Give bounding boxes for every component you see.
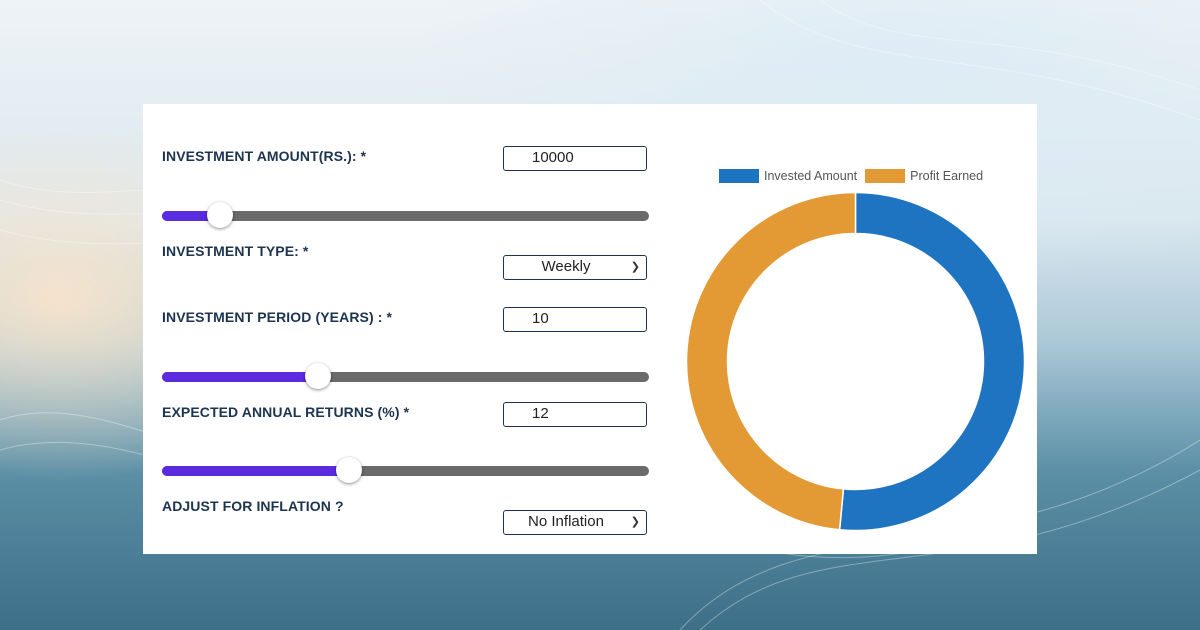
donut-chart: [685, 191, 1026, 532]
expected-returns-slider[interactable]: [162, 457, 649, 483]
slider-thumb[interactable]: [336, 457, 363, 483]
chevron-down-icon: ❯: [630, 261, 640, 273]
slider-fill: [162, 372, 318, 382]
investment-type-value: Weekly: [541, 258, 591, 275]
donut-slice-invested[interactable]: [838, 191, 1026, 532]
inflation-label: ADJUST FOR INFLATION ?: [162, 498, 344, 514]
calculator-card: INVESTMENT AMOUNT(RS.): * 10000 INVESTME…: [143, 104, 1037, 554]
legend-item-invested[interactable]: Invested Amount: [719, 169, 857, 183]
investment-amount-slider[interactable]: [162, 202, 649, 228]
donut-slice-profit[interactable]: [685, 191, 857, 531]
investment-period-label: INVESTMENT PERIOD (YEARS) : *: [162, 309, 393, 325]
expected-returns-input[interactable]: 12: [503, 402, 647, 427]
slider-thumb[interactable]: [207, 202, 234, 228]
investment-type-label: INVESTMENT TYPE: *: [162, 243, 309, 259]
inflation-select[interactable]: No Inflation ❯: [503, 510, 647, 535]
legend-label-profit: Profit Earned: [910, 169, 984, 183]
slider-fill: [162, 211, 221, 221]
inflation-value: No Inflation: [528, 513, 604, 530]
legend-item-profit[interactable]: Profit Earned: [865, 169, 983, 183]
legend-swatch-invested: [719, 169, 759, 183]
legend-swatch-profit: [865, 169, 906, 183]
slider-thumb[interactable]: [304, 363, 331, 389]
investment-period-slider[interactable]: [162, 363, 649, 389]
investment-amount-input[interactable]: 10000: [503, 146, 647, 171]
legend-label-invested: Invested Amount: [764, 169, 858, 183]
expected-returns-label: EXPECTED ANNUAL RETURNS (%) *: [162, 404, 410, 420]
chart-legend: Invested Amount Profit Earned: [719, 168, 991, 184]
investment-amount-label: INVESTMENT AMOUNT(RS.): *: [162, 148, 367, 164]
chevron-down-icon: ❯: [630, 516, 640, 528]
slider-fill: [162, 466, 350, 476]
investment-period-input[interactable]: 10: [503, 307, 647, 332]
investment-type-select[interactable]: Weekly ❯: [503, 255, 647, 280]
